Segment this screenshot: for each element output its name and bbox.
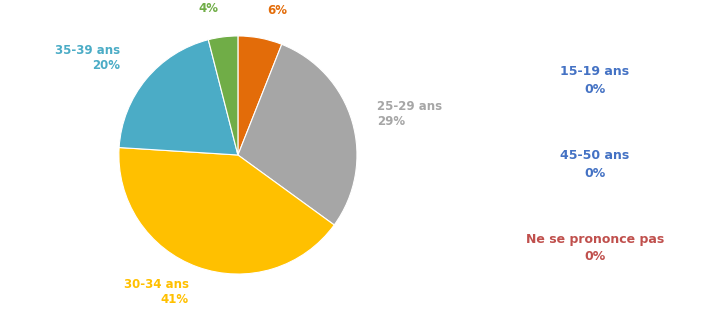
Text: 40-44 ans
4%: 40-44 ans 4% [154,0,218,16]
Wedge shape [208,36,238,155]
Text: 15-19 ans
0%: 15-19 ans 0% [560,65,629,96]
Wedge shape [238,44,357,225]
Text: 25-29 ans
29%: 25-29 ans 29% [377,100,443,128]
Text: Ne se prononce pas
0%: Ne se prononce pas 0% [526,232,664,264]
Text: 20-24 ans
6%: 20-24 ans 6% [267,0,332,17]
Text: 35-39 ans
20%: 35-39 ans 20% [56,44,120,72]
Wedge shape [238,36,282,155]
Wedge shape [119,40,238,155]
Wedge shape [119,148,335,274]
Text: 45-50 ans
0%: 45-50 ans 0% [560,149,629,180]
Text: 30-34 ans
41%: 30-34 ans 41% [124,278,189,306]
